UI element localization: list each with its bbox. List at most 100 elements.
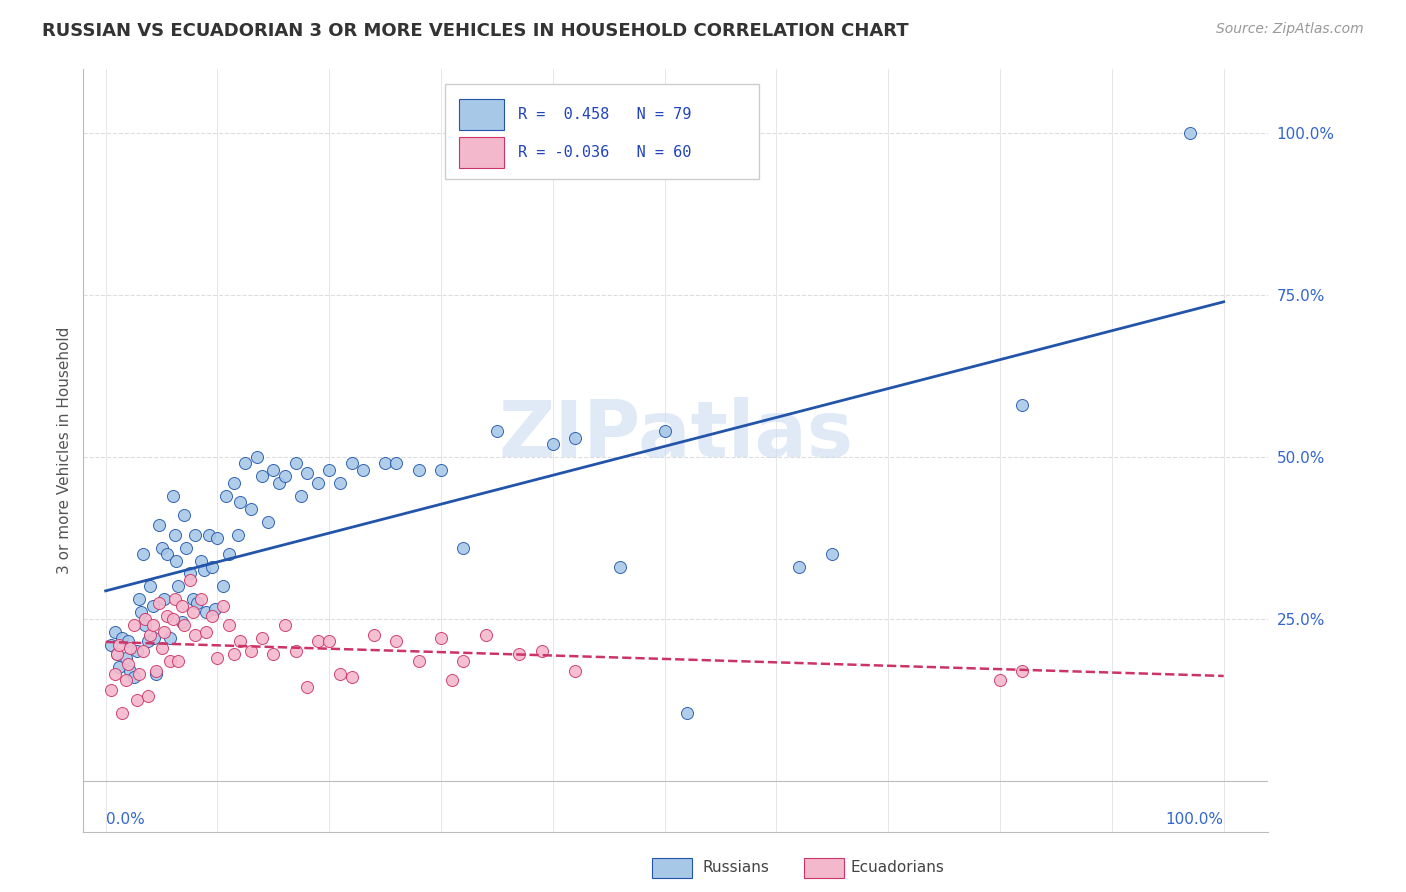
Point: [240, 644, 263, 658]
Text: R =  0.458   N = 79: R = 0.458 N = 79: [519, 107, 692, 122]
Bar: [444, 84, 759, 179]
Point: [122, 618, 145, 632]
Point: [142, 618, 165, 632]
Point: [173, 618, 195, 632]
Point: [530, 644, 553, 658]
Point: [485, 424, 508, 438]
Point: [207, 650, 229, 665]
Point: [162, 489, 184, 503]
Point: [218, 618, 240, 632]
Point: [408, 654, 430, 668]
Point: [284, 457, 307, 471]
Text: ZIPatlas: ZIPatlas: [498, 397, 853, 473]
Point: [108, 638, 131, 652]
Point: [307, 475, 329, 490]
Text: R = -0.036   N = 60: R = -0.036 N = 60: [519, 145, 692, 160]
Point: [307, 634, 329, 648]
Point: [114, 650, 136, 665]
Point: [508, 648, 530, 662]
Point: [541, 437, 564, 451]
Point: [190, 553, 212, 567]
Point: [173, 508, 195, 523]
Point: [430, 631, 453, 645]
Point: [212, 579, 235, 593]
Point: [184, 527, 207, 541]
Point: [179, 566, 201, 581]
Point: [142, 631, 165, 645]
Point: [267, 475, 290, 490]
Point: [174, 541, 197, 555]
Point: [117, 657, 139, 671]
Point: [134, 618, 156, 632]
Point: [821, 547, 844, 561]
Point: [273, 469, 295, 483]
Point: [128, 666, 150, 681]
Point: [128, 592, 150, 607]
Point: [120, 664, 142, 678]
Point: [184, 628, 207, 642]
Text: Source: ZipAtlas.com: Source: ZipAtlas.com: [1216, 22, 1364, 37]
Point: [136, 634, 159, 648]
Point: [787, 560, 810, 574]
Point: [374, 457, 396, 471]
Point: [105, 648, 128, 662]
Point: [1011, 664, 1033, 678]
Point: [363, 628, 385, 642]
Point: [284, 644, 307, 658]
Point: [125, 692, 148, 706]
Point: [108, 660, 131, 674]
Point: [235, 457, 257, 471]
Point: [197, 527, 219, 541]
Point: [207, 531, 229, 545]
Point: [117, 634, 139, 648]
Point: [250, 631, 273, 645]
Point: [295, 680, 318, 694]
Text: 100.0%: 100.0%: [1166, 812, 1223, 827]
Point: [609, 560, 631, 574]
Point: [136, 690, 159, 704]
Point: [139, 579, 162, 593]
Point: [212, 599, 235, 613]
Point: [100, 683, 122, 698]
Point: [104, 624, 127, 639]
Bar: [458, 137, 503, 168]
Point: [676, 706, 699, 720]
Point: [340, 457, 363, 471]
Point: [195, 624, 218, 639]
Point: [262, 463, 284, 477]
Point: [142, 599, 165, 613]
Point: [453, 541, 475, 555]
Point: [150, 640, 173, 655]
Point: [100, 638, 122, 652]
Point: [329, 475, 352, 490]
Point: [114, 673, 136, 688]
Point: [152, 592, 174, 607]
Point: [250, 469, 273, 483]
Point: [163, 592, 186, 607]
Point: [273, 618, 295, 632]
Point: [453, 654, 475, 668]
Point: [385, 457, 408, 471]
Point: [139, 628, 162, 642]
Point: [318, 634, 340, 648]
Point: [167, 579, 190, 593]
Point: [150, 541, 173, 555]
Point: [163, 527, 186, 541]
Point: [181, 592, 204, 607]
Point: [131, 547, 153, 561]
Point: [201, 608, 224, 623]
Point: [204, 602, 226, 616]
Point: [193, 563, 215, 577]
Point: [104, 666, 127, 681]
Point: [290, 489, 312, 503]
Text: RUSSIAN VS ECUADORIAN 3 OR MORE VEHICLES IN HOUSEHOLD CORRELATION CHART: RUSSIAN VS ECUADORIAN 3 OR MORE VEHICLES…: [42, 22, 908, 40]
Point: [654, 424, 676, 438]
Point: [159, 631, 181, 645]
Point: [224, 648, 246, 662]
Point: [145, 664, 167, 678]
Point: [475, 628, 498, 642]
Point: [145, 666, 167, 681]
Point: [148, 596, 170, 610]
Point: [156, 608, 179, 623]
Point: [195, 605, 218, 619]
